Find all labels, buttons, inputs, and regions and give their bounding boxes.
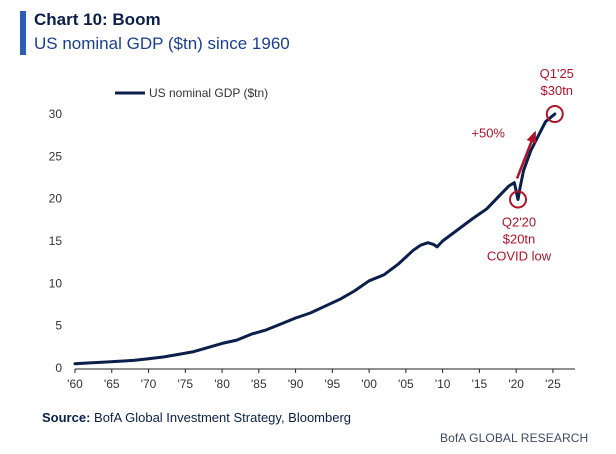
title-accent-bar xyxy=(20,11,26,55)
footer-brand: BofA GLOBAL RESEARCH xyxy=(440,431,589,445)
y-tick-label: 0 xyxy=(55,361,62,375)
covid-low-circle xyxy=(509,190,528,209)
y-tick-label: 30 xyxy=(49,107,63,121)
x-tick-label: '80 xyxy=(214,377,230,391)
chart-title: Chart 10: Boom xyxy=(34,10,161,29)
x-tick-label: '65 xyxy=(104,377,120,391)
legend-label: US nominal GDP ($tn) xyxy=(149,86,268,100)
x-tick-label: '05 xyxy=(398,377,414,391)
chart-axes: '60 '65 '70 '75 '80 '85 '90 '95 '00 '05 '10 '15 '20 '… xyxy=(49,107,575,391)
y-tick-label: 15 xyxy=(49,234,63,248)
x-tick-label: '00 xyxy=(361,377,377,391)
chart-legend: US nominal GDP ($tn) xyxy=(115,86,268,100)
x-tick-label: '25 xyxy=(545,377,561,391)
y-tick-label: 10 xyxy=(49,276,63,290)
y-tick-label: 5 xyxy=(55,319,62,333)
x-tick-label: '20 xyxy=(508,377,524,391)
x-tick-label: '60 xyxy=(67,377,83,391)
covid-low-label-line: Q2'20 xyxy=(502,215,536,230)
x-tick-label: '70 xyxy=(141,377,157,391)
source-label: Source: xyxy=(42,410,91,425)
x-tick-label: '95 xyxy=(325,377,341,391)
source-text: BofA Global Investment Strategy, Bloombe… xyxy=(94,410,352,425)
q1-25-label-line: Q1'25 xyxy=(540,66,574,81)
covid-low-label-line: $20tn xyxy=(503,232,536,247)
covid-low-label-line: COVID low xyxy=(487,249,552,264)
x-tick-label: '15 xyxy=(472,377,488,391)
chart-series xyxy=(73,112,557,366)
x-tick-label: '85 xyxy=(251,377,267,391)
growth-percent-label: +50% xyxy=(471,126,505,141)
chart-annotations: Q2'20 $20tn COVID low Q1'25 $30tn +50% xyxy=(471,66,574,264)
x-tick-label: '75 xyxy=(177,377,193,391)
y-tick-label: 25 xyxy=(49,149,63,163)
q1-25-label-line: $30tn xyxy=(541,83,574,98)
chart-subtitle: US nominal GDP ($tn) since 1960 xyxy=(34,34,290,53)
x-tick-label: '90 xyxy=(288,377,304,391)
y-tick-label: 20 xyxy=(49,192,63,206)
series-line-gdp xyxy=(73,112,557,366)
q1-25-circle xyxy=(545,105,564,123)
source-note: Source: BofA Global Investment Strategy,… xyxy=(42,410,351,425)
x-tick-label: '10 xyxy=(435,377,451,391)
growth-arrow-head xyxy=(526,130,537,144)
